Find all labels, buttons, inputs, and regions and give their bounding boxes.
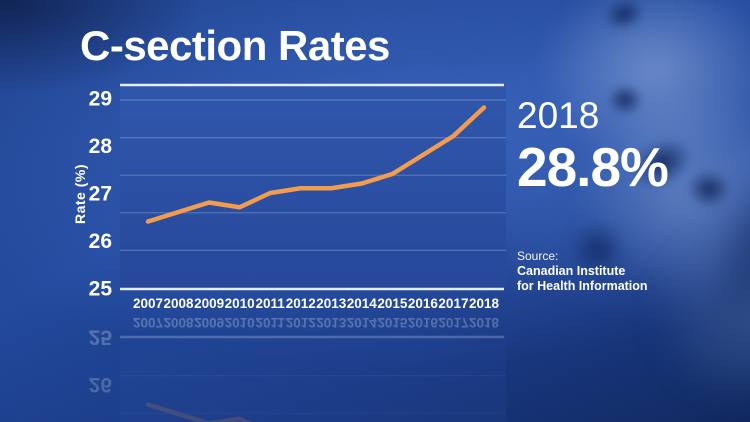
x-tick-label: 2016	[408, 296, 439, 311]
y-tick-label: 26	[89, 373, 112, 396]
x-axis-ticks: 2007 2008 2009 2010 2011 2012 2013 2014 2015 2016…	[133, 296, 500, 311]
y-tick-label: 28	[89, 135, 113, 158]
y-tick-label: 25	[89, 278, 113, 301]
x-tick-label: 2008	[164, 315, 195, 330]
x-tick-label: 2014	[347, 296, 378, 311]
pom-pom-blob	[678, 162, 740, 216]
x-tick-label: 2015	[377, 315, 408, 330]
source-attribution: Source: Canadian Institute for Health In…	[517, 249, 648, 294]
x-tick-label: 2017	[438, 296, 468, 311]
x-tick-label: 2009	[194, 296, 224, 311]
y-tick-label: 27	[89, 420, 112, 422]
x-tick-label: 2007	[133, 315, 163, 330]
x-tick-label: 2010	[225, 315, 255, 330]
line-chart: 29 28 27 26 25 2007 2008 2009 2010 2011 2012 2013 2…	[60, 78, 520, 314]
baby-photo-backdrop	[500, 0, 750, 422]
y-axis-ticks: 29 28 27 26 25	[89, 88, 113, 301]
x-tick-label: 2014	[347, 315, 378, 330]
x-tick-label: 2007	[133, 296, 163, 311]
x-tick-label: 2011	[256, 296, 286, 311]
x-tick-label: 2012	[286, 315, 316, 330]
x-tick-label: 2009	[194, 315, 224, 330]
plot-panel	[120, 336, 506, 422]
callout-value: 28.8%	[517, 135, 669, 198]
y-tick-label: 25	[89, 325, 113, 348]
x-tick-label: 2018	[469, 296, 500, 311]
x-tick-label: 2017	[438, 315, 468, 330]
x-tick-label: 2015	[377, 296, 408, 311]
gridlines	[120, 375, 506, 414]
source-line1: Canadian Institute	[517, 264, 626, 278]
y-tick-label: 29	[89, 88, 112, 111]
x-tick-label: 2010	[225, 296, 255, 311]
baby-cheek-highlight	[650, 225, 750, 405]
x-axis-ticks: 2007 2008 2009 2010 2011 2012 2013 2014 2015 2016…	[133, 315, 500, 330]
pom-pom-blob	[589, 0, 659, 44]
rate-line-series	[145, 105, 487, 224]
x-tick-label: 2013	[316, 315, 347, 330]
x-tick-label: 2012	[286, 296, 316, 311]
callout-year: 2018	[517, 95, 600, 136]
x-tick-label: 2013	[316, 296, 347, 311]
x-tick-label: 2011	[256, 315, 286, 330]
y-tick-label: 27	[89, 183, 112, 206]
page-title: C-section Rates	[80, 22, 390, 69]
gridlines	[120, 99, 506, 251]
x-tick-label: 2018	[469, 315, 500, 330]
latest-value-callout: 2018 28.8%	[517, 95, 669, 198]
source-line2: for Health Information	[517, 279, 648, 293]
x-tick-label: 2008	[164, 296, 195, 311]
y-tick-label: 26	[89, 230, 112, 253]
source-label: Source:	[517, 249, 559, 263]
x-tick-label: 2016	[408, 315, 439, 330]
